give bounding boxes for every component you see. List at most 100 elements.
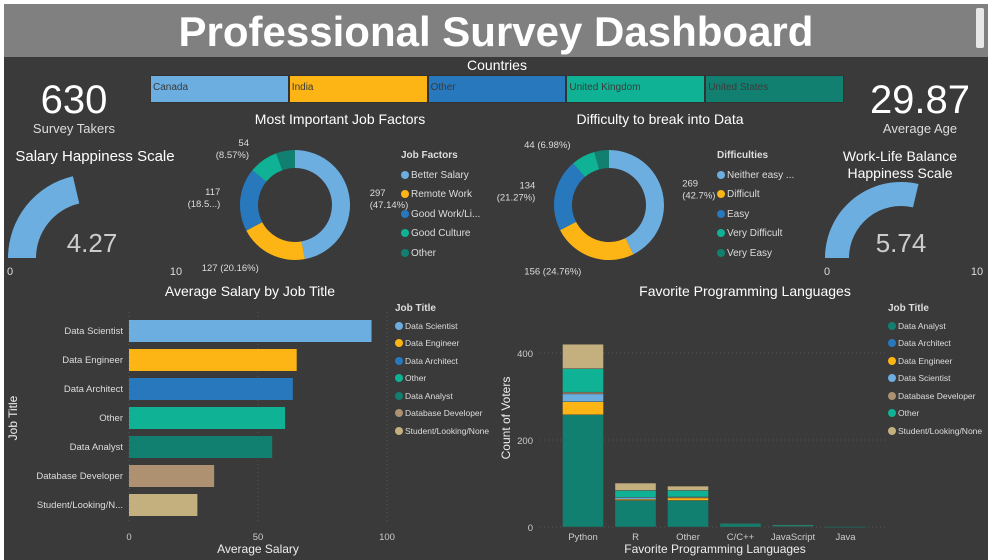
legend-dot-icon: [717, 248, 725, 257]
job-factors-title: Most Important Job Factors: [254, 111, 426, 127]
legend-item[interactable]: Database Developer: [888, 388, 982, 406]
legend-item[interactable]: Better Salary: [401, 166, 480, 186]
donut-slice: [594, 150, 609, 170]
legend-item[interactable]: Data Analyst: [395, 388, 489, 406]
worklife-gauge-max: 10: [971, 266, 983, 278]
language-bar-segment: [562, 368, 604, 393]
language-bar-segment: [667, 490, 709, 498]
legend-dot-icon: [888, 339, 896, 347]
y-tick-label: 400: [517, 349, 533, 360]
country-canada[interactable]: Canada: [150, 75, 289, 103]
legend-dot-icon: [888, 321, 896, 330]
donut-slice: [295, 150, 350, 260]
title-bar: Professional Survey Dashboard: [4, 4, 988, 57]
donut-slice: [276, 150, 295, 171]
legend-dot-icon: [395, 356, 403, 365]
legend-item[interactable]: Data Scientist: [395, 318, 489, 336]
legend-item[interactable]: Easy: [717, 205, 794, 225]
countries-title: Countries: [467, 57, 527, 73]
salary-gauge-max: 10: [170, 266, 182, 278]
average-age-label: Average Age: [882, 121, 958, 136]
legend-item[interactable]: Database Developer: [395, 405, 489, 423]
donut-data-label-pct: (8.57%): [216, 150, 249, 161]
country-other[interactable]: Other: [427, 75, 567, 103]
legend-item[interactable]: Data Architect: [395, 353, 489, 371]
x-tick-label: 100: [379, 532, 395, 543]
donut-slice: [252, 153, 283, 182]
language-bar-segment: [562, 414, 604, 528]
donut-data-label: 269: [682, 178, 698, 189]
legend-item[interactable]: Student/Looking/None: [888, 423, 982, 441]
legend-dot-icon: [395, 391, 403, 400]
legend-dot-icon: [401, 170, 409, 179]
donut-data-label-pct: (18.5...): [188, 199, 221, 210]
language-bar-segment: [562, 344, 604, 369]
country-india[interactable]: India: [288, 75, 428, 103]
language-bar-segment: [614, 482, 657, 491]
legend-item[interactable]: Data Engineer: [395, 335, 489, 353]
y-axis-title: Count of Voters: [499, 377, 513, 460]
y-tick-label: Student/Looking/N...: [37, 500, 123, 511]
salary-bar: [129, 320, 372, 342]
salary-bar: [129, 407, 286, 429]
x-tick-label: Other: [676, 532, 700, 543]
difficulty-title: Difficulty to break into Data: [576, 111, 744, 127]
country-united-kingdom[interactable]: United Kingdom: [566, 75, 706, 103]
legend-dot-icon: [395, 339, 403, 347]
language-bar-segment: [562, 393, 604, 402]
donut-data-label: 44 (6.98%): [524, 140, 570, 151]
legend-title: Job Title: [888, 303, 929, 314]
donut-data-label: 156 (24.76%): [524, 267, 581, 278]
legend-item[interactable]: Neither easy ...: [717, 166, 794, 186]
legend-item[interactable]: Other: [401, 244, 480, 264]
worklife-gauge-title2: Happiness Scale: [847, 165, 953, 181]
language-bar-segment: [719, 523, 762, 525]
y-tick-label: 200: [517, 436, 533, 447]
scrollbar[interactable]: [976, 8, 984, 48]
language-bar-segment: [562, 401, 604, 415]
legend-item[interactable]: Very Easy: [717, 244, 794, 264]
legend-dot-icon: [888, 426, 896, 435]
y-tick-label: Data Architect: [64, 384, 123, 395]
y-tick-label: 0: [528, 523, 533, 534]
donut-data-label-pct: (47.14%): [370, 200, 409, 211]
legend-item[interactable]: Other: [395, 370, 489, 388]
legend-item[interactable]: Very Difficult: [717, 224, 794, 244]
legend-item[interactable]: Data Engineer: [888, 353, 982, 371]
legend-item[interactable]: Student/Looking/None: [395, 423, 489, 441]
legend-dot-icon: [717, 229, 725, 237]
language-bar-segment: [772, 524, 814, 527]
x-axis-title: Favorite Programming Languages: [624, 542, 805, 556]
legend-dot-icon: [717, 209, 725, 218]
countries-slicer[interactable]: Canada India Other United Kingdom United Sta…: [150, 75, 844, 103]
legend-title: Job Factors: [401, 150, 458, 161]
y-tick-label: Data Analyst: [70, 442, 124, 453]
x-tick-label: Python: [568, 532, 598, 543]
legend-item[interactable]: Difficult: [717, 185, 794, 205]
legend-item[interactable]: Data Analyst: [888, 318, 982, 336]
legend-item[interactable]: Good Work/Li...: [401, 205, 480, 225]
worklife-gauge-title1: Work-Life Balance: [842, 148, 958, 164]
legend-dot-icon: [717, 170, 725, 179]
page-title: Professional Survey Dashboard: [178, 8, 814, 55]
legend-dot-icon: [401, 209, 409, 218]
languages-legend: Job Title Data Analyst Data Architect Data …: [888, 300, 982, 440]
average-age-value: 29.87: [869, 78, 971, 122]
legend-item[interactable]: Data Scientist: [888, 370, 982, 388]
legend-item[interactable]: Data Architect: [888, 335, 982, 353]
salary-bar: [129, 494, 198, 516]
worklife-gauge-fill: [825, 182, 919, 258]
legend-item[interactable]: Remote Work: [401, 185, 480, 205]
salary-bar: [129, 465, 215, 487]
legend-dot-icon: [717, 190, 725, 198]
salary-bar: [129, 378, 293, 400]
salary-gauge-title: Salary Happiness Scale: [15, 148, 175, 165]
language-bar-segment: [824, 526, 867, 528]
legend-dot-icon: [401, 229, 409, 237]
legend-item[interactable]: Other: [888, 405, 982, 423]
donut-data-label: 54: [238, 138, 249, 149]
y-tick-label: Data Engineer: [62, 355, 123, 366]
legend-item[interactable]: Good Culture: [401, 224, 480, 244]
job-factors-legend: Job Factors Better Salary Remote Work Good …: [401, 146, 480, 263]
country-united-states[interactable]: United States: [705, 75, 844, 103]
